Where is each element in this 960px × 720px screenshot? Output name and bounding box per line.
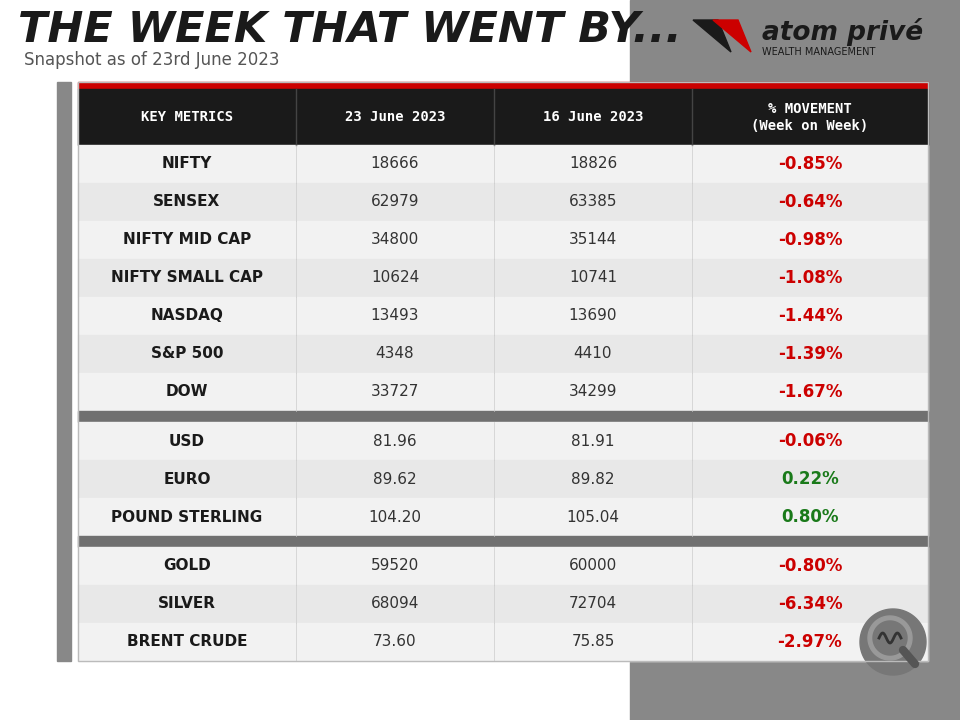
Bar [78, 411, 928, 422]
Text: 13493: 13493 [371, 308, 420, 323]
Text: NIFTY MID CAP: NIFTY MID CAP [123, 233, 252, 248]
Text: 10741: 10741 [569, 271, 617, 286]
Text: NASDAQ: NASDAQ [151, 308, 224, 323]
Text: -0.06%: -0.06% [778, 432, 842, 450]
Text: 10624: 10624 [371, 271, 420, 286]
Text: 18826: 18826 [569, 156, 617, 171]
Text: 105.04: 105.04 [566, 510, 619, 524]
Text: -0.85%: -0.85% [778, 155, 842, 173]
Text: 89.62: 89.62 [373, 472, 417, 487]
Text: NIFTY SMALL CAP: NIFTY SMALL CAP [111, 271, 263, 286]
Text: 63385: 63385 [568, 194, 617, 210]
Bar [692, 89, 928, 145]
Text: 0.22%: 0.22% [781, 470, 839, 488]
Text: 34299: 34299 [568, 384, 617, 400]
Text: % MOVEMENT: % MOVEMENT [768, 102, 852, 116]
Polygon shape [693, 20, 731, 52]
Polygon shape [873, 621, 907, 655]
Text: 73.60: 73.60 [373, 634, 417, 649]
Text: 59520: 59520 [371, 559, 420, 574]
Text: -6.34%: -6.34% [778, 595, 842, 613]
Bar [630, 0, 960, 720]
Bar [78, 82, 928, 89]
Text: 13690: 13690 [568, 308, 617, 323]
Text: WEALTH MANAGEMENT: WEALTH MANAGEMENT [762, 47, 876, 57]
Bar [78, 221, 928, 259]
Polygon shape [868, 616, 912, 660]
Bar [78, 297, 928, 335]
Text: 60000: 60000 [569, 559, 617, 574]
Bar [78, 547, 928, 585]
Text: -0.98%: -0.98% [778, 231, 842, 249]
Bar [78, 585, 928, 623]
Polygon shape [860, 609, 926, 675]
Text: 81.96: 81.96 [373, 433, 417, 449]
Bar [78, 373, 928, 411]
Text: USD: USD [169, 433, 205, 449]
Text: THE WEEK THAT WENT BY...: THE WEEK THAT WENT BY... [18, 9, 682, 51]
Text: 0.80%: 0.80% [781, 508, 839, 526]
Bar [78, 145, 928, 183]
Text: 23 June 2023: 23 June 2023 [345, 110, 445, 124]
Text: DOW: DOW [166, 384, 208, 400]
Text: EURO: EURO [163, 472, 211, 487]
Text: -0.64%: -0.64% [778, 193, 842, 211]
Text: Snapshot as of 23rd June 2023: Snapshot as of 23rd June 2023 [24, 51, 279, 69]
Text: 35144: 35144 [569, 233, 617, 248]
Text: 68094: 68094 [371, 596, 420, 611]
Text: 72704: 72704 [569, 596, 617, 611]
Bar [78, 335, 928, 373]
Polygon shape [713, 20, 751, 52]
Text: SENSEX: SENSEX [154, 194, 221, 210]
Text: (Week on Week): (Week on Week) [752, 119, 869, 133]
Text: 75.85: 75.85 [571, 634, 614, 649]
Text: -1.08%: -1.08% [778, 269, 842, 287]
Text: KEY METRICS: KEY METRICS [141, 110, 233, 124]
Bar [296, 89, 494, 145]
Bar [78, 422, 928, 460]
Text: -1.39%: -1.39% [778, 345, 842, 363]
Text: 4410: 4410 [574, 346, 612, 361]
Text: 33727: 33727 [371, 384, 420, 400]
Text: atom privé: atom privé [762, 18, 924, 46]
Text: 62979: 62979 [371, 194, 420, 210]
Bar [494, 89, 692, 145]
Bar [78, 259, 928, 297]
Text: NIFTY: NIFTY [162, 156, 212, 171]
Text: -2.97%: -2.97% [778, 633, 842, 651]
Bar [78, 498, 928, 536]
Text: S&P 500: S&P 500 [151, 346, 224, 361]
Text: -1.67%: -1.67% [778, 383, 842, 401]
Bar [78, 89, 296, 145]
Text: 34800: 34800 [371, 233, 420, 248]
Bar [78, 536, 928, 547]
Text: 4348: 4348 [375, 346, 415, 361]
Text: 16 June 2023: 16 June 2023 [542, 110, 643, 124]
Text: GOLD: GOLD [163, 559, 211, 574]
Text: -1.44%: -1.44% [778, 307, 842, 325]
Text: 104.20: 104.20 [369, 510, 421, 524]
Text: -0.80%: -0.80% [778, 557, 842, 575]
Text: 89.82: 89.82 [571, 472, 614, 487]
Text: POUND STERLING: POUND STERLING [111, 510, 263, 524]
Text: BRENT CRUDE: BRENT CRUDE [127, 634, 248, 649]
Text: SILVER: SILVER [158, 596, 216, 611]
Bar [78, 623, 928, 661]
Text: 81.91: 81.91 [571, 433, 614, 449]
Bar [78, 460, 928, 498]
Bar [78, 183, 928, 221]
Text: 18666: 18666 [371, 156, 420, 171]
Bar [57, 82, 71, 661]
